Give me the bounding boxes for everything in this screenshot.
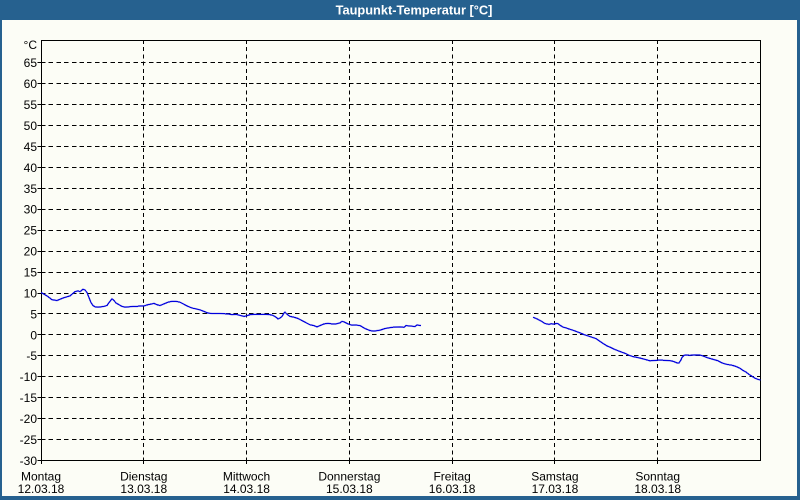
svg-text:-15: -15 [20, 391, 38, 405]
svg-text:°C: °C [24, 38, 38, 52]
svg-text:65: 65 [24, 56, 38, 70]
svg-text:60: 60 [24, 77, 38, 91]
svg-text:16.03.18: 16.03.18 [429, 482, 476, 496]
svg-text:Donnerstag: Donnerstag [318, 470, 380, 484]
svg-text:Samstag: Samstag [531, 470, 578, 484]
svg-text:5: 5 [30, 307, 37, 321]
svg-text:50: 50 [24, 119, 38, 133]
svg-text:Freitag: Freitag [433, 470, 470, 484]
svg-text:10: 10 [24, 286, 38, 300]
svg-text:-5: -5 [26, 349, 37, 363]
svg-text:25: 25 [24, 224, 38, 238]
svg-text:Montag: Montag [21, 470, 61, 484]
svg-text:35: 35 [24, 182, 38, 196]
svg-text:40: 40 [24, 161, 38, 175]
svg-text:30: 30 [24, 203, 38, 217]
svg-text:12.03.18: 12.03.18 [18, 482, 65, 496]
svg-text:15: 15 [24, 266, 38, 280]
svg-text:Dienstag: Dienstag [120, 470, 167, 484]
svg-text:20: 20 [24, 245, 38, 259]
svg-text:55: 55 [24, 98, 38, 112]
svg-text:-25: -25 [20, 433, 38, 447]
svg-text:-30: -30 [20, 454, 38, 468]
svg-text:13.03.18: 13.03.18 [120, 482, 167, 496]
svg-text:0: 0 [30, 328, 37, 342]
svg-text:Sonntag: Sonntag [635, 470, 680, 484]
svg-text:Taupunkt-Temperatur [°C]: Taupunkt-Temperatur [°C] [336, 3, 493, 18]
svg-text:-10: -10 [20, 370, 38, 384]
svg-text:Mittwoch: Mittwoch [223, 470, 270, 484]
svg-text:17.03.18: 17.03.18 [532, 482, 579, 496]
svg-text:18.03.18: 18.03.18 [634, 482, 681, 496]
svg-text:-20: -20 [20, 412, 38, 426]
svg-text:14.03.18: 14.03.18 [223, 482, 270, 496]
svg-text:45: 45 [24, 140, 38, 154]
svg-text:15.03.18: 15.03.18 [326, 482, 373, 496]
